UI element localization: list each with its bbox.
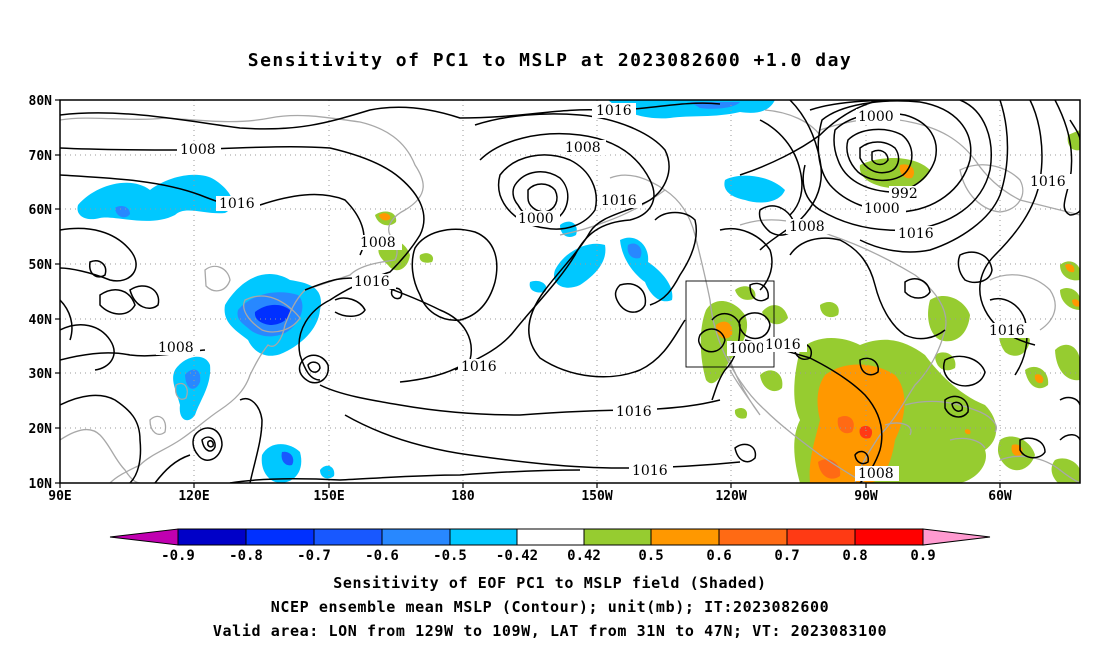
contour-labels: 1016 1008 1016 1008 1016 1000 1016 1008 … bbox=[0, 0, 1066, 482]
footer-line-2: NCEP ensemble mean MSLP (Contour); unit(… bbox=[270, 598, 830, 616]
footer-line-1: Sensitivity of EOF PC1 to MSLP field (Sh… bbox=[333, 574, 767, 592]
colorbar-low-arrow bbox=[109, 528, 179, 546]
footer-line-3: Valid area: LON from 129W to 109W, LAT f… bbox=[212, 622, 888, 640]
lon-label: 150W bbox=[581, 489, 612, 504]
contour-label: 1008 bbox=[789, 219, 825, 235]
colorbar-label: -0.42 bbox=[496, 548, 538, 564]
lat-label: 70N bbox=[29, 149, 53, 164]
contour-label: 1016 bbox=[989, 323, 1025, 339]
coastlines bbox=[60, 109, 1080, 483]
lon-label: 120W bbox=[715, 489, 746, 504]
colorbar-label: 0.6 bbox=[706, 548, 731, 564]
lat-label: 40N bbox=[29, 313, 53, 328]
lon-label: 60W bbox=[988, 489, 1012, 504]
contour-label: 1008 bbox=[180, 142, 216, 158]
contour-label: 1016 bbox=[765, 337, 801, 353]
lat-ticks bbox=[55, 99, 1001, 488]
colorbar-label: 0.5 bbox=[638, 548, 663, 564]
colorbar-labels: -0.9 -0.8 -0.7 -0.6 -0.5 -0.42 0.42 0.5 … bbox=[161, 548, 936, 564]
colorbar-high-arrow bbox=[922, 528, 991, 546]
contour-label: 1016 bbox=[1030, 174, 1066, 190]
lat-label: 20N bbox=[29, 422, 53, 437]
colorbar-label: -0.5 bbox=[433, 548, 467, 564]
contour-label: 1008 bbox=[858, 466, 894, 482]
mslp-contours bbox=[60, 100, 1080, 483]
contour-label: 1016 bbox=[0, 0, 36, 4]
contour-label: 1016 bbox=[601, 193, 637, 209]
lon-axis: 90E 120E 150E 180 150W 120W 90W 60W bbox=[48, 489, 1012, 504]
contour-label: 1008 bbox=[158, 340, 194, 356]
map-title: Sensitivity of PC1 to MSLP at 2023082600… bbox=[247, 50, 853, 71]
lat-axis: 80N 70N 60N 50N 40N 30N 20N 10N bbox=[29, 94, 53, 492]
map-border bbox=[59, 99, 1081, 484]
colorbar bbox=[109, 528, 991, 546]
contour-label: 1016 bbox=[219, 196, 255, 212]
lon-label: 90E bbox=[48, 489, 71, 504]
lon-label: 90W bbox=[854, 489, 878, 504]
contour-label: 1000 bbox=[518, 211, 554, 227]
colorbar-label: 0.42 bbox=[567, 548, 601, 564]
contour-label: 1016 bbox=[632, 463, 668, 479]
lat-label: 50N bbox=[29, 258, 53, 273]
contour-label: 1016 bbox=[461, 359, 497, 375]
contour-label: 1016 bbox=[354, 274, 390, 290]
contour-label: 1008 bbox=[565, 140, 601, 156]
contour-label: 1016 bbox=[616, 404, 652, 420]
colorbar-label: -0.7 bbox=[297, 548, 331, 564]
colorbar-label: 0.8 bbox=[842, 548, 867, 564]
colorbar-label: -0.6 bbox=[365, 548, 399, 564]
colorbar-label: -0.9 bbox=[161, 548, 195, 564]
lon-label: 180 bbox=[451, 489, 475, 504]
lat-label: 80N bbox=[29, 94, 53, 109]
lon-label: 120E bbox=[178, 489, 209, 504]
contour-label: 1016 bbox=[596, 103, 632, 119]
contour-label: 1008 bbox=[360, 235, 396, 251]
lat-label: 10N bbox=[29, 477, 53, 492]
colorbar-label: -0.8 bbox=[229, 548, 263, 564]
contour-label: 1000 bbox=[864, 201, 900, 217]
lat-label: 30N bbox=[29, 367, 53, 382]
lat-label: 60N bbox=[29, 203, 53, 218]
contour-label: 1016 bbox=[898, 226, 934, 242]
colorbar-label: 0.9 bbox=[910, 548, 935, 564]
lon-label: 150E bbox=[313, 489, 344, 504]
valid-area-box bbox=[685, 280, 775, 368]
contour-label: 992 bbox=[891, 186, 918, 202]
contour-label: 1000 bbox=[858, 109, 894, 125]
colorbar-label: 0.7 bbox=[774, 548, 799, 564]
contour-label: 1000 bbox=[729, 341, 765, 357]
